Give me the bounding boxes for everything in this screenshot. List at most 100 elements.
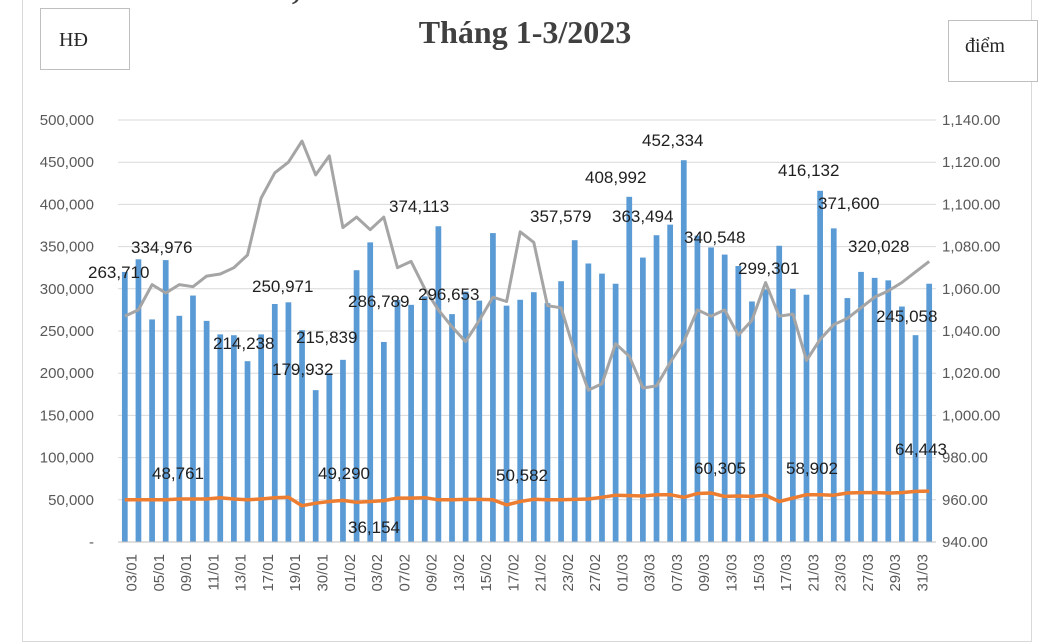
y-tick-label: 150,000: [40, 407, 94, 424]
data-label: 60,305: [694, 459, 746, 478]
volume-bar: [762, 289, 769, 542]
volume-bar: [544, 303, 551, 542]
data-label: 357,579: [530, 207, 591, 226]
volume-bar: [340, 359, 346, 542]
x-tick-label: 21/02: [533, 554, 550, 592]
volume-bar: [203, 320, 210, 542]
x-tick-label: 30/01: [315, 554, 332, 592]
y-tick-label: 500,000: [40, 112, 94, 129]
volume-bar: [612, 283, 619, 542]
y2-tick-label: 960.00: [942, 492, 988, 509]
x-tick-label: 05/01: [151, 554, 168, 592]
volume-bar: [803, 294, 810, 542]
volume-bar: [121, 271, 128, 542]
volume-bar: [640, 257, 646, 542]
y-tick-label: 450,000: [40, 154, 94, 171]
y2-tick-label: 1,040.00: [942, 323, 1000, 340]
y2-tick-label: 1,100.00: [942, 196, 1000, 213]
volume-bar: [749, 301, 755, 542]
data-label: 50,582: [496, 466, 548, 485]
y2-tick-label: 1,120.00: [942, 154, 1000, 171]
open-interest-line: [124, 489, 930, 508]
volume-bar: [312, 390, 319, 542]
data-label: 250,971: [252, 277, 313, 296]
right-axis-unit: điểm: [948, 20, 1038, 82]
data-label: 452,334: [642, 131, 703, 150]
volume-bar: [244, 361, 251, 542]
volume-bar: [626, 196, 633, 543]
x-tick-label: 27/03: [860, 554, 877, 592]
data-label: 49,290: [318, 464, 370, 483]
volume-bar: [503, 305, 510, 542]
data-label: 286,789: [348, 292, 409, 311]
y-tick-label: 300,000: [40, 281, 94, 298]
volume-bar: [830, 228, 837, 542]
left-axis-unit: HĐ: [40, 8, 130, 70]
y2-tick-label: 1,000.00: [942, 407, 1000, 424]
x-tick-label: 07/03: [669, 554, 686, 592]
y2-tick-label: 940.00: [942, 534, 988, 551]
x-tick-label: 09/03: [696, 554, 713, 592]
volume-bar: [680, 160, 687, 542]
data-label: 215,839: [296, 328, 357, 347]
volume-bar: [258, 334, 265, 542]
volume-bar: [926, 283, 933, 542]
x-tick-label: 13/03: [724, 554, 741, 592]
data-label: 179,932: [272, 360, 333, 379]
volume-bar: [789, 288, 796, 542]
volume-bar: [435, 226, 442, 542]
x-tick-label: 03/02: [369, 554, 386, 592]
x-tick-label: 03/01: [124, 554, 141, 592]
x-tick-label: 23/02: [560, 554, 577, 592]
volume-bar: [599, 273, 605, 542]
volume-bar: [408, 304, 414, 542]
volume-bar: [449, 314, 455, 542]
volume-bar: [871, 277, 878, 542]
x-tick-label: 03/03: [642, 554, 659, 592]
volume-bar: [899, 306, 905, 542]
x-tick-label: 11/01: [205, 554, 222, 590]
volume-bar: [394, 299, 401, 542]
volume-bar: [367, 242, 374, 542]
volume-bar: [817, 190, 823, 542]
y2-tick-label: 980.00: [942, 450, 988, 467]
volume-bar: [231, 335, 237, 542]
y-tick-label: 400,000: [40, 196, 94, 213]
volume-bar: [190, 295, 196, 542]
data-label: 64,443: [895, 440, 947, 459]
data-label: 245,058: [876, 307, 937, 326]
volume-bar: [530, 292, 537, 542]
x-tick-label: 27/02: [587, 554, 604, 592]
volume-bar: [571, 240, 578, 543]
y2-tick-label: 1,060.00: [942, 281, 1000, 298]
volume-bar: [858, 271, 864, 542]
volume-bar: [912, 335, 919, 542]
data-label: 334,976: [131, 238, 192, 257]
volume-bar: [285, 302, 292, 542]
x-tick-label: 17/01: [260, 554, 277, 592]
data-label: 263,710: [88, 263, 149, 282]
x-tick-label: 21/03: [805, 554, 822, 592]
y2-tick-label: 1,080.00: [942, 239, 1000, 256]
x-tick-label: 17/03: [778, 554, 795, 592]
data-label: 320,028: [848, 237, 909, 256]
volume-bar: [476, 300, 483, 542]
volume-bar: [585, 263, 592, 542]
volume-bar: [162, 260, 169, 542]
y2-tick-label: 1,140.00: [942, 112, 1000, 129]
volume-bar: [558, 281, 564, 542]
x-tick-label: 15/02: [478, 554, 495, 592]
y-tick-label: 200,000: [40, 365, 94, 382]
y-tick-label: -: [89, 534, 94, 551]
data-label: 36,154: [348, 518, 400, 537]
data-label: 363,494: [612, 207, 673, 226]
volume-bar: [176, 315, 183, 542]
y2-tick-label: 1,020.00: [942, 365, 1000, 382]
x-tick-label: 13/01: [233, 554, 250, 592]
volume-bar: [694, 235, 701, 543]
volume-bar: [735, 266, 742, 542]
y-tick-label: 250,000: [40, 323, 94, 340]
volume-bar: [353, 270, 360, 542]
x-tick-label: 23/03: [833, 554, 850, 592]
